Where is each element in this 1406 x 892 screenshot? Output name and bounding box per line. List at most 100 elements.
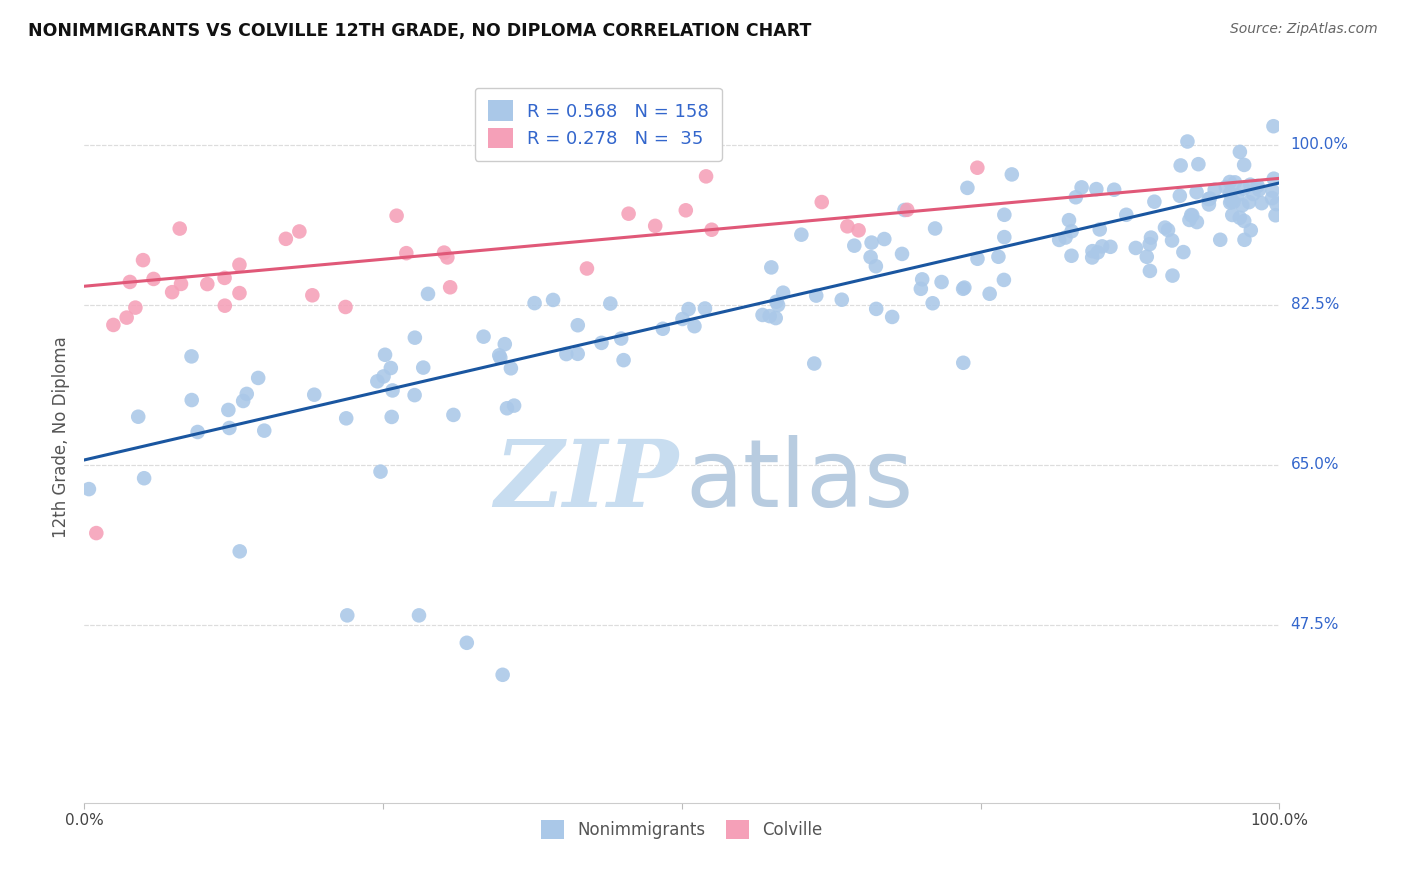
Point (1198, 192, 1220, 206)
Point (1115, 208, 1137, 222)
Point (408, 608, 430, 623)
Point (644, 219, 666, 233)
Point (412, 360, 434, 375)
Point (492, 667, 515, 681)
Point (180, 350, 202, 364)
Point (860, 235, 883, 250)
Point (1136, 250, 1159, 264)
Point (1209, 233, 1232, 247)
Point (896, 202, 918, 217)
Point (1081, 251, 1104, 265)
Point (336, 608, 359, 623)
Point (385, 209, 408, 223)
Point (1219, 195, 1241, 210)
Point (1085, 182, 1108, 196)
Point (228, 286, 250, 301)
Point (404, 331, 426, 345)
Point (591, 335, 613, 350)
Point (1198, 192, 1220, 206)
Point (1204, 183, 1226, 197)
Point (1143, 194, 1166, 209)
Point (494, 337, 516, 351)
Point (993, 230, 1015, 244)
Text: NONIMMIGRANTS VS COLVILLE 12TH GRADE, NO DIPLOMA CORRELATION CHART: NONIMMIGRANTS VS COLVILLE 12TH GRADE, NO… (28, 22, 811, 40)
Point (180, 392, 202, 407)
Point (218, 421, 240, 435)
Point (671, 312, 693, 326)
Point (1215, 180, 1237, 194)
Point (235, 387, 257, 401)
Point (865, 301, 887, 316)
Point (488, 348, 510, 362)
Point (844, 238, 866, 252)
Point (1091, 239, 1114, 253)
Point (1087, 245, 1109, 260)
Point (1168, 189, 1191, 203)
Text: 100.0%: 100.0% (1291, 137, 1348, 152)
Point (617, 207, 640, 221)
Point (651, 322, 673, 336)
Point (217, 403, 239, 417)
Point (837, 219, 859, 234)
Point (214, 271, 236, 285)
Text: ZIP: ZIP (494, 436, 678, 526)
Point (304, 387, 326, 401)
Point (1222, 194, 1244, 209)
Point (1239, 178, 1261, 192)
Point (228, 258, 250, 272)
Point (610, 332, 633, 346)
Point (555, 347, 578, 361)
Point (678, 301, 700, 316)
Point (966, 161, 988, 175)
Point (1070, 180, 1092, 194)
Point (873, 232, 896, 246)
Point (1139, 237, 1161, 252)
Point (1220, 194, 1243, 208)
Point (882, 310, 904, 324)
Point (567, 347, 589, 361)
Legend: Nonimmigrants, Colville: Nonimmigrants, Colville (534, 814, 830, 846)
Point (142, 272, 165, 286)
Point (1125, 241, 1147, 255)
Point (456, 636, 478, 650)
Point (1001, 168, 1024, 182)
Point (1223, 175, 1246, 189)
Point (1232, 198, 1254, 212)
Point (772, 285, 794, 300)
Point (436, 251, 458, 265)
Text: 47.5%: 47.5% (1291, 617, 1339, 632)
Point (1265, 197, 1288, 211)
Y-axis label: 12th Grade, No Diploma: 12th Grade, No Diploma (52, 336, 70, 538)
Point (567, 318, 589, 333)
Point (127, 409, 149, 424)
Point (1246, 178, 1268, 193)
Point (1102, 183, 1125, 197)
Point (613, 353, 636, 368)
Point (810, 195, 832, 210)
Point (952, 282, 974, 296)
Point (1170, 158, 1192, 172)
Point (683, 319, 706, 334)
Point (893, 202, 915, 217)
Point (931, 275, 953, 289)
Point (489, 351, 512, 365)
Point (170, 277, 193, 291)
Point (953, 280, 976, 294)
Point (381, 409, 404, 424)
Point (1237, 195, 1260, 210)
Text: Source: ZipAtlas.com: Source: ZipAtlas.com (1230, 22, 1378, 37)
Point (214, 299, 236, 313)
Point (599, 296, 621, 310)
Point (1261, 184, 1284, 198)
Point (86, 526, 108, 541)
Point (115, 310, 138, 325)
Point (395, 246, 418, 260)
Point (1157, 223, 1180, 237)
Point (848, 223, 870, 237)
Point (575, 261, 598, 276)
Point (374, 348, 396, 362)
Point (865, 259, 887, 273)
Point (1220, 208, 1243, 222)
Point (124, 301, 146, 315)
Point (1099, 240, 1122, 254)
